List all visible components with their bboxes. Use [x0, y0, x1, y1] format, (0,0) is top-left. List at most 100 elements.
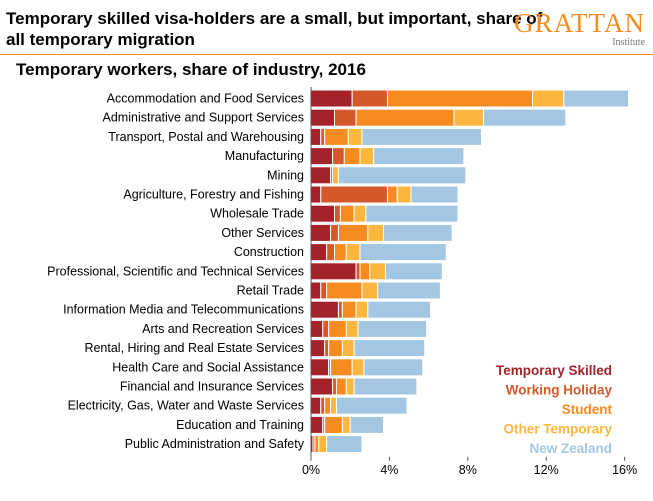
bar-segment	[334, 108, 357, 127]
x-tick-label: 0%	[302, 463, 320, 477]
chart-title: Temporary workers, share of industry, 20…	[16, 60, 366, 79]
legend-entry: Working Holiday	[506, 383, 613, 398]
x-tick-label: 12%	[534, 463, 559, 477]
bar-segment	[386, 185, 398, 204]
bar-segment	[335, 396, 408, 415]
bar-segment	[320, 185, 388, 204]
bar-segment	[324, 127, 349, 146]
category-label: Electricity, Gas, Water and Waste Servic…	[68, 399, 304, 413]
bar-segment	[359, 243, 447, 262]
bar-segment	[337, 166, 467, 185]
logo-subtitle: Institute	[612, 37, 645, 48]
bar-segment	[341, 300, 357, 319]
bar-segment	[310, 243, 328, 262]
legend-entry: Student	[562, 402, 613, 417]
bar-segment	[324, 396, 332, 415]
bar-segment	[334, 204, 341, 223]
legend-entry: New Zealand	[529, 441, 612, 456]
bar-segment	[332, 377, 337, 396]
bar-segment	[310, 300, 339, 319]
bar-segment	[310, 415, 324, 434]
bar-segment	[345, 243, 361, 262]
bar-segment	[453, 108, 484, 127]
bar-segment	[330, 396, 337, 415]
category-label: Administrative and Support Services	[103, 111, 304, 125]
bar-segment	[341, 415, 351, 434]
bar-segment	[310, 147, 334, 166]
bar-segment	[355, 262, 361, 281]
category-label: Agriculture, Forestry and Fishing	[123, 188, 304, 202]
category-label: Public Administration and Safety	[125, 437, 305, 451]
bar-segment	[328, 339, 343, 358]
bar-segment	[310, 223, 332, 242]
bar-segment	[361, 127, 483, 146]
bar-segment	[345, 377, 355, 396]
bar-segment	[351, 89, 388, 108]
bar-segment	[377, 281, 441, 300]
bar-segment	[396, 185, 412, 204]
bar-segment	[351, 358, 365, 377]
bar-segment	[328, 319, 347, 338]
bar-segment	[324, 339, 330, 358]
category-label: Accommodation and Food Services	[107, 92, 304, 106]
header-divider	[0, 54, 653, 55]
x-tick-label: 16%	[612, 463, 637, 477]
bar-segment	[383, 223, 453, 242]
bar-segment	[310, 166, 332, 185]
category-label: Transport, Postal and Warehousing	[108, 130, 304, 144]
bar-segment	[332, 166, 339, 185]
category-label: Financial and Insurance Services	[120, 380, 304, 394]
bar-segment	[310, 204, 336, 223]
category-label: Construction	[234, 245, 304, 259]
bar-segment	[310, 185, 322, 204]
bar-segment	[343, 147, 361, 166]
bar-segment	[355, 300, 369, 319]
bar-segment	[369, 262, 386, 281]
bar-segment	[320, 396, 326, 415]
bar-segment	[341, 339, 355, 358]
bar-segment	[320, 127, 326, 146]
bar-segment	[337, 223, 369, 242]
bar-segment	[531, 89, 565, 108]
legend-entry: Other Temporary	[503, 422, 612, 437]
bar-segment	[337, 300, 343, 319]
bar-segment	[318, 435, 328, 454]
bar-segment	[363, 358, 424, 377]
grattan-logo: GRATTAN Institute	[514, 10, 645, 49]
bar-segment	[326, 243, 336, 262]
bar-segment	[345, 319, 359, 338]
bar-segment	[322, 319, 330, 338]
headline: Temporary skilled visa-holders are a sma…	[6, 9, 543, 49]
bar-segment	[353, 339, 426, 358]
category-label: Professional, Scientific and Technical S…	[47, 264, 304, 278]
category-label: Wholesale Trade	[210, 207, 304, 221]
bar-segment	[339, 204, 355, 223]
bar-segment	[320, 281, 328, 300]
bar-segment	[310, 108, 336, 127]
bar-segment	[357, 319, 428, 338]
bar-segment	[335, 377, 347, 396]
bar-segment	[310, 281, 322, 300]
bar-segment	[326, 435, 363, 454]
bar-segment	[563, 89, 630, 108]
bar-segment	[349, 415, 385, 434]
bar-segment	[314, 435, 320, 454]
bar-segment	[310, 319, 324, 338]
bar-segment	[324, 415, 343, 434]
x-tick-label: 8%	[459, 463, 477, 477]
bar-segment	[367, 223, 385, 242]
x-tick-label: 4%	[380, 463, 398, 477]
bar-segment	[310, 358, 330, 377]
bar-segment	[410, 185, 459, 204]
bar-segment	[332, 147, 345, 166]
bar-segment	[386, 89, 533, 108]
bar-segment	[330, 358, 353, 377]
category-label: Mining	[267, 168, 304, 182]
bar-segment	[359, 262, 371, 281]
bar-segment	[373, 147, 465, 166]
category-label: Other Services	[221, 226, 304, 240]
bar-segment	[310, 89, 353, 108]
bar-segment	[353, 204, 367, 223]
bar-segment	[367, 300, 432, 319]
